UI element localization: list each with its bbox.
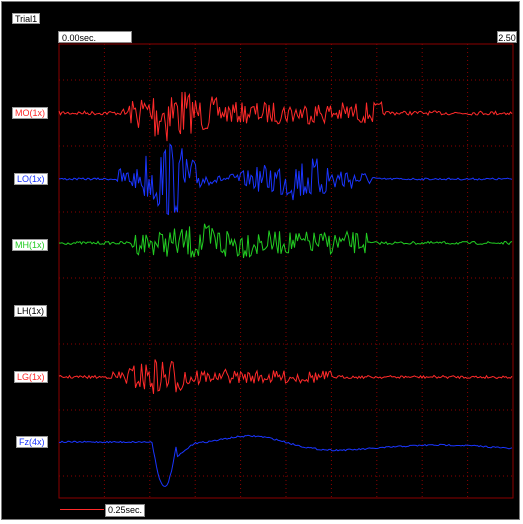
channel-label-mh[interactable]: MH(1x) [12, 239, 48, 251]
signal-plot-area[interactable] [2, 2, 519, 519]
plot-grid [58, 43, 514, 499]
trace-mh [58, 223, 513, 259]
time-start-label: 0.00sec. [58, 31, 132, 43]
channel-label-fz[interactable]: Fz(4x) [16, 436, 48, 448]
channel-label-lh[interactable]: LH(1x) [14, 305, 48, 317]
trace-mo [58, 91, 513, 142]
trace-fz [58, 434, 513, 487]
time-range-bar[interactable]: 0.00sec. 2.50 [58, 31, 517, 44]
channel-label-mo[interactable]: MO(1x) [12, 107, 48, 119]
channel-label-lo[interactable]: LO(1x) [14, 173, 48, 185]
plot-border [58, 43, 514, 499]
trace-lo [58, 143, 513, 216]
trace-lg [58, 359, 513, 394]
trial-label: Trial1 [12, 13, 41, 24]
time-end-label: 2.50 [497, 31, 517, 43]
time-scale-label: 0.25sec. [105, 504, 146, 517]
time-scale-bar [60, 509, 104, 510]
signal-traces [58, 91, 513, 487]
channel-label-lg[interactable]: LG(1x) [14, 371, 48, 383]
